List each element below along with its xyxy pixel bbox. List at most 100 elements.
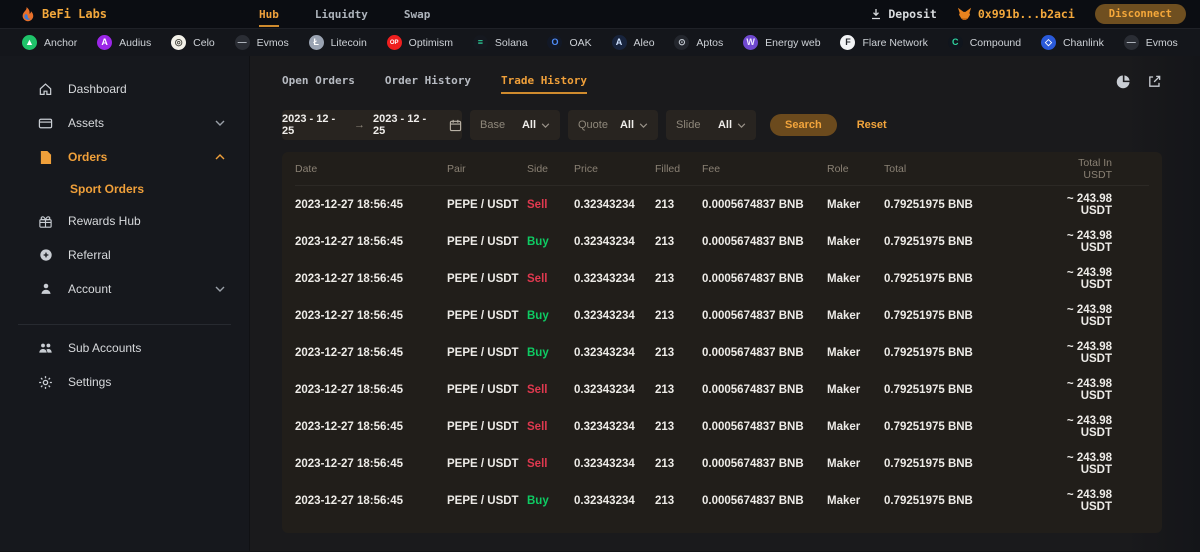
ticker-item[interactable]: Ł Litecoin [308,35,367,50]
column-header-fee: Fee [702,162,721,175]
cell-side: Sell [527,198,548,211]
external-link-icon[interactable] [1147,74,1162,89]
coin-ticker-bar: ▲ Anchor A Audius ◎ Celo — Evmos Ł Litecoin OP Opti… [0,28,1200,56]
sidebar-item-account[interactable]: Account [0,272,249,306]
deposit-button[interactable]: Deposit [870,7,937,21]
cell-role: Maker [827,383,861,396]
coin-name: OAK [569,36,592,49]
nav-tab-swap[interactable]: Swap [403,7,431,21]
befi-flame-logo-icon [18,6,35,23]
ticker-item[interactable]: A Audius [97,35,151,50]
cell-price: 0.32343234 [574,457,635,470]
coin-icon: ≡ [472,35,488,50]
orders-tabs: Open Orders Order History Trade History [282,74,1200,94]
cell-fee: 0.0005674837 BNB [702,383,804,396]
filters-row: 2023 - 12 - 25 → 2023 - 12 - 25 Base All… [282,110,1200,140]
cell-total: 0.79251975 BNB [884,309,973,322]
pie-chart-icon[interactable] [1116,74,1131,89]
table-row: 2023-12-27 18:56:45 PEPE / USDT Sell 0.3234… [295,371,1149,408]
date-range-picker[interactable]: 2023 - 12 - 25 → 2023 - 12 - 25 [282,110,462,140]
panel-action-icons [1116,74,1162,89]
sidebar-item-orders[interactable]: Orders [0,140,249,174]
column-header-total: Total [884,162,907,175]
coin-icon: — [234,35,250,50]
ticker-item[interactable]: C Compound [947,35,1021,50]
table-row: 2023-12-27 18:56:45 PEPE / USDT Buy 0.32343… [295,482,1149,519]
chevron-down-icon [215,120,225,126]
cell-total_usdt: ~ 243.98 USDT [1066,488,1112,513]
wallet-icon [38,116,53,131]
ticker-item[interactable]: — Evmos [234,35,289,50]
wallet-address-chip[interactable]: 0x991b...b2aci [957,7,1075,21]
ticker-item[interactable]: OP Optimism [386,35,453,50]
cell-pair: PEPE / USDT [447,235,519,248]
ticker-item[interactable]: F Flare Network [840,35,928,50]
coin-icon: C [947,35,963,50]
coin-icon: ◇ [1040,35,1056,50]
download-icon [870,8,882,20]
quote-filter-select[interactable]: Quote All [568,110,658,140]
ticker-item[interactable]: ◎ Celo [171,35,215,50]
base-filter-select[interactable]: Base All [470,110,560,140]
sidebar-item-rewards-hub[interactable]: Rewards Hub [0,204,249,238]
cell-total: 0.79251975 BNB [884,420,973,433]
sidebar-item-label: Assets [68,116,105,130]
cell-price: 0.32343234 [574,272,635,285]
sidebar-item-settings[interactable]: Settings [0,365,249,399]
slide-filter-select[interactable]: Slide All [666,110,756,140]
cell-role: Maker [827,272,861,285]
tab-open-orders[interactable]: Open Orders [282,74,355,87]
nav-tab-liquidty[interactable]: Liquidty [314,7,368,21]
sidebar-item-sport-orders[interactable]: Sport Orders [70,182,145,196]
cell-total_usdt: ~ 243.98 USDT [1066,340,1112,365]
cell-filled: 213 [655,235,675,248]
ticker-item[interactable]: — Evmos [1123,35,1178,50]
tab-order-history[interactable]: Order History [384,74,471,87]
cell-fee: 0.0005674837 BNB [702,457,804,470]
reset-button[interactable]: Reset [856,119,887,131]
search-button[interactable]: Search [770,114,837,136]
chevron-down-icon [737,122,746,128]
cell-total: 0.79251975 BNB [884,272,973,285]
cell-total_usdt: ~ 243.98 USDT [1066,451,1112,476]
cell-total_usdt: ~ 243.98 USDT [1066,377,1112,402]
ticker-item[interactable]: W Energy web [743,35,821,50]
cell-side: Sell [527,457,548,470]
cell-side: Sell [527,420,548,433]
ticker-item[interactable]: ▲ Anchor [22,35,77,50]
ticker-item[interactable]: ⊙ Aptos [674,35,723,50]
sidebar-item-sub-accounts[interactable]: Sub Accounts [0,331,249,365]
cell-date: 2023-12-27 18:56:45 [295,457,404,470]
quote-filter-label: Quote [578,119,608,131]
cell-price: 0.32343234 [574,198,635,211]
sidebar-divider [18,324,231,325]
cell-role: Maker [827,198,861,211]
sidebar-item-assets[interactable]: Assets [0,106,249,140]
column-header-side: Side [527,162,549,175]
nav-tab-hub[interactable]: Hub [259,2,279,27]
coin-name: Energy web [765,36,821,49]
cell-date: 2023-12-27 18:56:45 [295,198,404,211]
coin-name: Flare Network [862,36,928,49]
sidebar-item-dashboard[interactable]: Dashboard [0,72,249,106]
tab-trade-history[interactable]: Trade History [500,74,588,94]
main-content: Open Orders Order History Trade History … [250,56,1200,551]
sidebar-item-referral[interactable]: Referral [0,238,249,272]
cell-fee: 0.0005674837 BNB [702,346,804,359]
disconnect-button[interactable]: Disconnect [1094,4,1186,24]
ticker-item[interactable]: O OAK [547,35,592,50]
cell-price: 0.32343234 [574,309,635,322]
ticker-item[interactable]: A Aleo [611,35,655,50]
top-navbar: BeFi Labs Hub Liquidty Swap Deposit 0x99… [0,0,1200,28]
cell-total: 0.79251975 BNB [884,494,973,507]
coin-icon: OP [386,35,402,50]
column-header-price: Price [574,162,598,175]
ticker-item[interactable]: ≡ Solana [472,35,528,50]
ticker-item[interactable]: ◇ Chanlink [1040,35,1104,50]
coin-name: Aleo [633,36,655,49]
cell-total: 0.79251975 BNB [884,235,973,248]
home-icon [38,82,53,97]
coin-icon: O [547,35,563,50]
table-row: 2023-12-27 18:56:45 PEPE / USDT Sell 0.3234… [295,260,1149,297]
column-header-role: Role [827,162,849,175]
